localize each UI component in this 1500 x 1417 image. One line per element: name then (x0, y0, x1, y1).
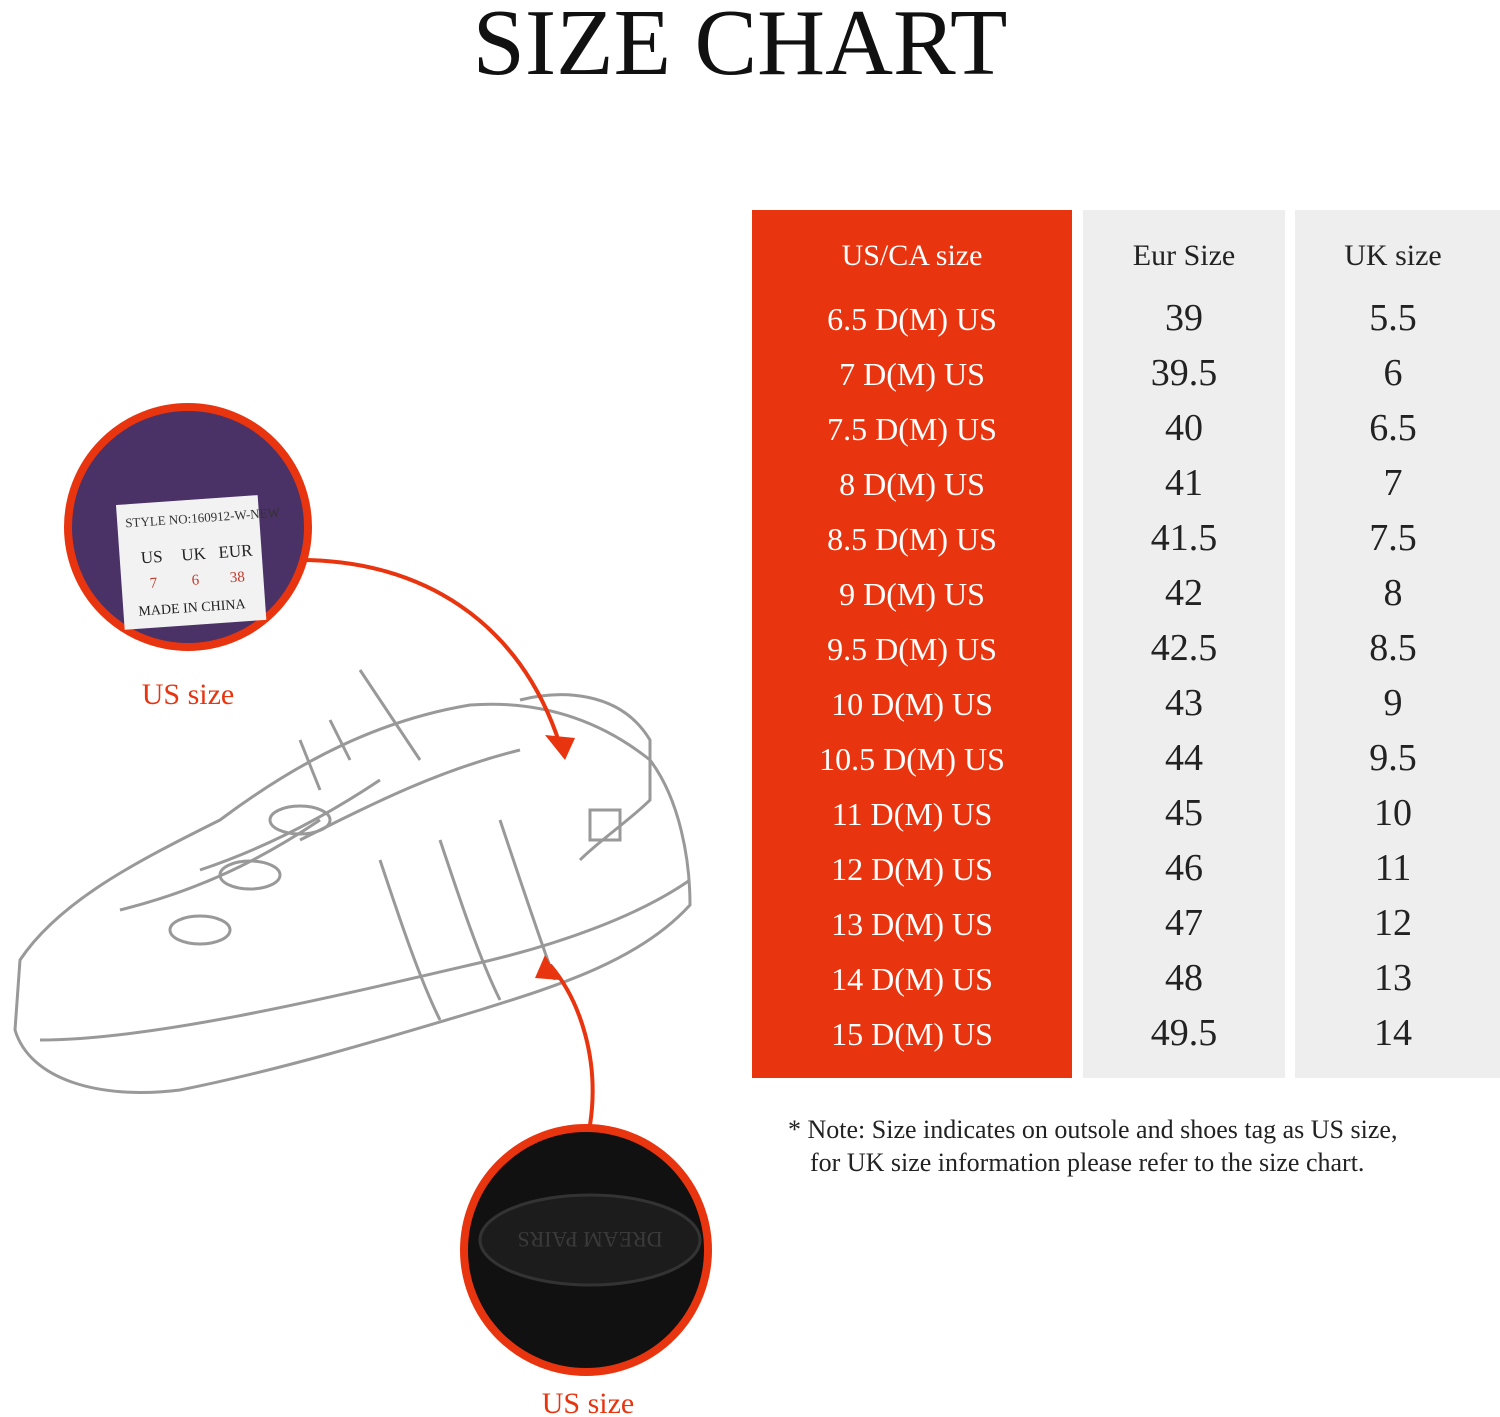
table-cell: 7 D(M) US (839, 356, 985, 392)
table-cell: 14 (1374, 1012, 1412, 1054)
table-cell: 12 D(M) US (831, 851, 993, 887)
table-cell: 8 (1384, 572, 1403, 614)
column-header: Eur Size (1133, 239, 1235, 272)
tag-header: US (140, 547, 163, 567)
table-cell: 40 (1165, 407, 1203, 449)
eur-column (1083, 210, 1285, 1078)
tag-size: 38 (229, 569, 245, 586)
table-cell: 10 (1374, 792, 1412, 834)
table-cell: 7.5 (1369, 517, 1417, 559)
tag-header: EUR (218, 541, 254, 562)
uk-column (1295, 210, 1500, 1078)
table-cell: 14 D(M) US (831, 961, 993, 997)
table-cell: 12 (1374, 902, 1412, 944)
tag-size: 7 (149, 575, 158, 592)
table-cell: 9 D(M) US (839, 576, 985, 612)
table-cell: 41 (1165, 462, 1203, 504)
callout-label: US size (142, 678, 235, 711)
table-cell: 49.5 (1151, 1012, 1218, 1054)
table-cell: 10.5 D(M) US (819, 741, 1005, 777)
table-cell: 39 (1165, 297, 1203, 339)
table-cell: 15 D(M) US (831, 1016, 993, 1052)
table-cell: 9.5 D(M) US (827, 631, 997, 667)
table-cell: 6.5 D(M) US (827, 301, 997, 337)
table-cell: 7 (1384, 462, 1403, 504)
table-cell: 41.5 (1151, 517, 1218, 559)
table-cell: 45 (1165, 792, 1203, 834)
table-cell: 9 (1384, 682, 1403, 724)
table-cell: 5.5 (1369, 297, 1417, 339)
shoe-sketch (13, 669, 692, 1094)
arrow-head (535, 955, 560, 980)
sole-brand: DREAM PAIRS (517, 1227, 662, 1252)
column-header: US/CA size (842, 239, 983, 272)
table-cell: 44 (1165, 737, 1203, 779)
table-cell: 9.5 (1369, 737, 1417, 779)
table-cell: 10 D(M) US (831, 686, 993, 722)
title: SIZE CHART (473, 0, 1008, 95)
table-cell: 11 D(M) US (832, 796, 993, 832)
table-cell: 11 (1375, 847, 1412, 889)
tag-label (115, 495, 267, 630)
callout-label: US size (542, 1387, 635, 1417)
tag-size: 6 (191, 572, 200, 589)
table-cell: 8 D(M) US (839, 466, 985, 502)
table-cell: 47 (1165, 902, 1203, 944)
table-cell: 7.5 D(M) US (827, 411, 997, 447)
table: US/CA size Eur Size UK size 6.5 D(M) US 39 5.… (819, 239, 1442, 1054)
sole-logo-pad (478, 1193, 702, 1287)
table-cell: 8.5 D(M) US (827, 521, 997, 557)
table-cell: 8.5 (1369, 627, 1417, 669)
table-cell: 42.5 (1151, 627, 1218, 669)
us-column (752, 210, 1072, 1078)
table-cell: 6.5 (1369, 407, 1417, 449)
column-header: UK size (1344, 239, 1441, 272)
table-cell: 48 (1165, 957, 1203, 999)
table-cell: 39.5 (1151, 352, 1218, 394)
table-cell: 13 (1374, 957, 1412, 999)
table-cell: 13 D(M) US (831, 906, 993, 942)
table-cell: 43 (1165, 682, 1203, 724)
table-cell: 46 (1165, 847, 1203, 889)
note-line: * Note: Size indicates on outsole and sh… (788, 1115, 1397, 1144)
arrow (299, 558, 595, 1126)
table-cell: 6 (1384, 352, 1403, 394)
table-cell: 42 (1165, 572, 1203, 614)
note-line: for UK size information please refer to … (810, 1148, 1364, 1177)
arrow-head (545, 735, 575, 760)
tag-header: UK (181, 544, 208, 565)
